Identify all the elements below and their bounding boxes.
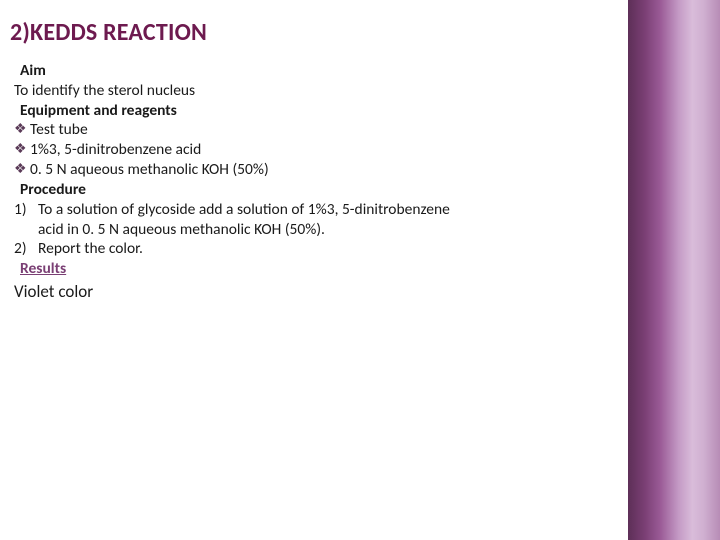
equipment-item-text: 0. 5 N aqueous methanolic KOH (50%) (30, 160, 269, 180)
procedure-step: 1) To a solution of glycoside add a solu… (14, 200, 618, 220)
procedure-continuation: acid in 0. 5 N aqueous methanolic KOH (5… (14, 220, 618, 240)
equipment-item: ❖ 1%3, 5-dinitrobenzene acid (14, 140, 618, 160)
diamond-bullet-icon: ❖ (14, 140, 30, 158)
slide-title: 2)KEDDS REACTION (10, 18, 618, 47)
content-area: 2)KEDDS REACTION Aim To identify the ste… (0, 0, 628, 540)
diamond-bullet-icon: ❖ (14, 160, 30, 178)
procedure-step: 2) Report the color. (14, 239, 618, 259)
equipment-heading: Equipment and reagents (20, 101, 618, 121)
slide: 2)KEDDS REACTION Aim To identify the ste… (0, 0, 720, 540)
procedure-heading: Procedure (20, 180, 618, 200)
body-block: Aim To identify the sterol nucleus Equip… (10, 61, 618, 303)
procedure-text: To a solution of glycoside add a solutio… (38, 200, 618, 220)
equipment-item: ❖ Test tube (14, 120, 618, 140)
procedure-number: 1) (14, 200, 38, 220)
procedure-text: Report the color. (38, 239, 618, 259)
equipment-item-text: 1%3, 5-dinitrobenzene acid (30, 140, 201, 160)
results-heading: Results (20, 259, 618, 279)
diamond-bullet-icon: ❖ (14, 120, 30, 138)
aim-heading: Aim (20, 61, 618, 81)
procedure-number: 2) (14, 239, 38, 259)
side-gradient-panel (628, 0, 720, 540)
equipment-item: ❖ 0. 5 N aqueous methanolic KOH (50%) (14, 160, 618, 180)
results-text: Violet color (14, 281, 618, 303)
equipment-item-text: Test tube (30, 120, 88, 140)
aim-text: To identify the sterol nucleus (14, 81, 618, 101)
